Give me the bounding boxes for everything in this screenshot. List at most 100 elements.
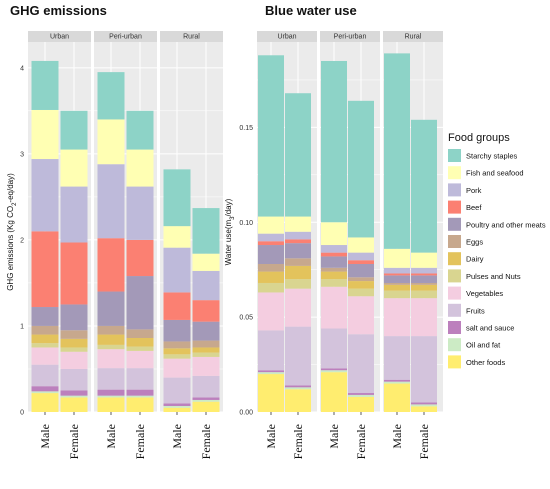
ghg-bar-peri-urban-female-fruits <box>126 368 154 390</box>
ghg-bar-peri-urban-male-eggs <box>97 325 125 335</box>
water-bar-urban-male-eggs <box>258 264 284 272</box>
water-bar-rural-male-poultry-and-other-meats <box>384 275 410 283</box>
water-bar-rural-female-dairy <box>411 284 437 291</box>
legend-label-vegetables: Vegetables <box>466 289 503 298</box>
water-bar-rural-male-beef <box>384 273 410 276</box>
ghg-bar-urban-female-dairy <box>60 338 88 348</box>
water-bar-peri-urban-female-beef <box>348 260 374 264</box>
ghg-bar-peri-urban-male-fish-and-seafood <box>97 119 125 165</box>
water-bar-rural-female-fruits <box>411 336 437 403</box>
water-bar-rural-female-oil-and-fat <box>411 404 437 407</box>
water-bar-urban-male-pork <box>258 233 284 242</box>
ghg-bar-urban-female-fruits <box>60 368 88 391</box>
legend-label-salt-and-sauce: salt and sauce <box>466 324 514 333</box>
ghg-bar-urban-female-other-foods <box>60 397 88 412</box>
ghg-bar-peri-urban-female-fish-and-seafood <box>126 149 154 187</box>
legend-swatch-fish-and-seafood <box>448 166 461 180</box>
water-y-tick-label: 0.05 <box>239 315 253 322</box>
water-bar-urban-female-dairy <box>285 265 311 280</box>
ghg-bar-urban-male-salt-and-sauce <box>31 386 59 392</box>
water-chart-title: Blue water use <box>265 3 357 18</box>
ghg-x-label-peri-urban-female: Female <box>133 424 147 459</box>
water-bar-urban-male-vegetables <box>258 292 284 331</box>
water-bar-urban-male-salt-and-sauce <box>258 370 284 373</box>
ghg-bar-rural-female-fruits <box>192 375 220 398</box>
ghg-bar-peri-urban-male-pork <box>97 164 125 239</box>
legend-swatch-vegetables <box>448 286 461 300</box>
legend-label-dairy: Dairy <box>466 255 484 264</box>
water-bar-peri-urban-male-oil-and-fat <box>321 370 347 373</box>
ghg-bar-peri-urban-female-beef <box>126 239 154 277</box>
ghg-bar-rural-male-fish-and-seafood <box>163 226 191 248</box>
ghg-bar-peri-urban-male-other-foods <box>97 397 125 412</box>
ghg-bar-peri-urban-male-poultry-and-other-meats <box>97 291 125 326</box>
legend-label-poultry-and-other-meats: Poultry and other meats <box>466 220 546 229</box>
water-bar-peri-urban-male-fruits <box>321 328 347 369</box>
ghg-bar-urban-female-poultry-and-other-meats <box>60 304 88 331</box>
legend-title: Food groups <box>448 132 510 144</box>
water-panel-label-rural: Rural <box>405 34 422 41</box>
water-bar-peri-urban-female-other-foods <box>348 396 374 412</box>
water-bar-rural-female-salt-and-sauce <box>411 402 437 405</box>
ghg-bar-rural-male-oil-and-fat <box>163 405 191 408</box>
water-bar-rural-male-dairy <box>384 284 410 291</box>
ghg-bar-peri-urban-female-salt-and-sauce <box>126 389 154 396</box>
ghg-bar-rural-male-eggs <box>163 341 191 349</box>
water-x-label-peri-urban-female: Female <box>354 424 368 459</box>
water-bar-rural-female-pulses-and-nuts <box>411 290 437 299</box>
ghg-panel-strip-urban <box>28 31 91 42</box>
legend-label-pork: Pork <box>466 186 482 195</box>
water-x-label-peri-urban-male: Male <box>327 424 341 449</box>
ghg-bar-urban-male-starchy-staples <box>31 60 59 110</box>
ghg-bar-urban-female-pork <box>60 186 88 243</box>
water-bar-peri-urban-female-salt-and-sauce <box>348 393 374 395</box>
water-bar-rural-male-pork <box>384 267 410 274</box>
water-bar-rural-male-fruits <box>384 336 410 380</box>
water-bar-rural-male-vegetables <box>384 298 410 337</box>
ghg-bar-urban-female-beef <box>60 242 88 305</box>
ghg-bar-urban-male-fruits <box>31 364 59 387</box>
legend-label-beef: Beef <box>466 203 482 212</box>
water-bar-rural-male-starchy-staples <box>384 53 410 249</box>
ghg-emissions-chart: GHG emissions (Kg CO2-eq/day) 0 1 2 3 4 Urban M… <box>6 31 223 459</box>
legend-label-eggs: Eggs <box>466 238 483 247</box>
ghg-bar-rural-male-beef <box>163 292 191 320</box>
ghg-bar-peri-urban-male-dairy <box>97 334 125 345</box>
ghg-bar-peri-urban-female-pulses-and-nuts <box>126 346 154 351</box>
water-bar-peri-urban-female-pork <box>348 252 374 261</box>
legend-swatch-beef <box>448 200 461 214</box>
water-bar-peri-urban-female-starchy-staples <box>348 100 374 238</box>
water-bar-peri-urban-male-salt-and-sauce <box>321 368 347 371</box>
ghg-x-label-rural-female: Female <box>199 424 213 459</box>
ghg-bar-rural-female-fish-and-seafood <box>192 253 220 271</box>
water-bar-rural-female-other-foods <box>411 406 437 412</box>
ghg-bar-peri-urban-female-dairy <box>126 338 154 347</box>
water-bar-rural-male-eggs <box>384 282 410 285</box>
ghg-bar-rural-female-vegetables <box>192 356 220 376</box>
ghg-bar-rural-female-pork <box>192 270 220 301</box>
water-panel-strip-rural <box>383 31 443 42</box>
water-bar-rural-female-fish-and-seafood <box>411 252 437 268</box>
ghg-bar-rural-female-dairy <box>192 347 220 353</box>
water-bar-rural-male-oil-and-fat <box>384 381 410 384</box>
water-bar-rural-male-other-foods <box>384 383 410 412</box>
water-bar-peri-urban-female-dairy <box>348 281 374 289</box>
water-bar-rural-female-vegetables <box>411 298 437 337</box>
legend-label-oil-and-fat: Oil and fat <box>466 341 501 350</box>
ghg-bar-peri-urban-female-poultry-and-other-meats <box>126 276 154 330</box>
ghg-bar-rural-male-dairy <box>163 348 191 355</box>
water-bar-peri-urban-female-vegetables <box>348 296 374 335</box>
ghg-bar-urban-male-oil-and-fat <box>31 391 59 394</box>
ghg-bar-rural-female-pulses-and-nuts <box>192 352 220 357</box>
ghg-bar-urban-female-oil-and-fat <box>60 395 88 398</box>
legend-swatch-pork <box>448 183 461 197</box>
ghg-y-axis-label: GHG emissions (Kg CO2-eq/day) <box>6 173 18 291</box>
ghg-chart-title: GHG emissions <box>10 3 107 18</box>
water-x-label-urban-male: Male <box>264 424 278 449</box>
ghg-bar-rural-male-salt-and-sauce <box>163 403 191 406</box>
legend-label-fruits: Fruits <box>466 306 485 315</box>
water-bar-peri-urban-female-pulses-and-nuts <box>348 288 374 297</box>
water-bar-peri-urban-female-poultry-and-other-meats <box>348 264 374 278</box>
water-bar-rural-female-eggs <box>411 282 437 285</box>
